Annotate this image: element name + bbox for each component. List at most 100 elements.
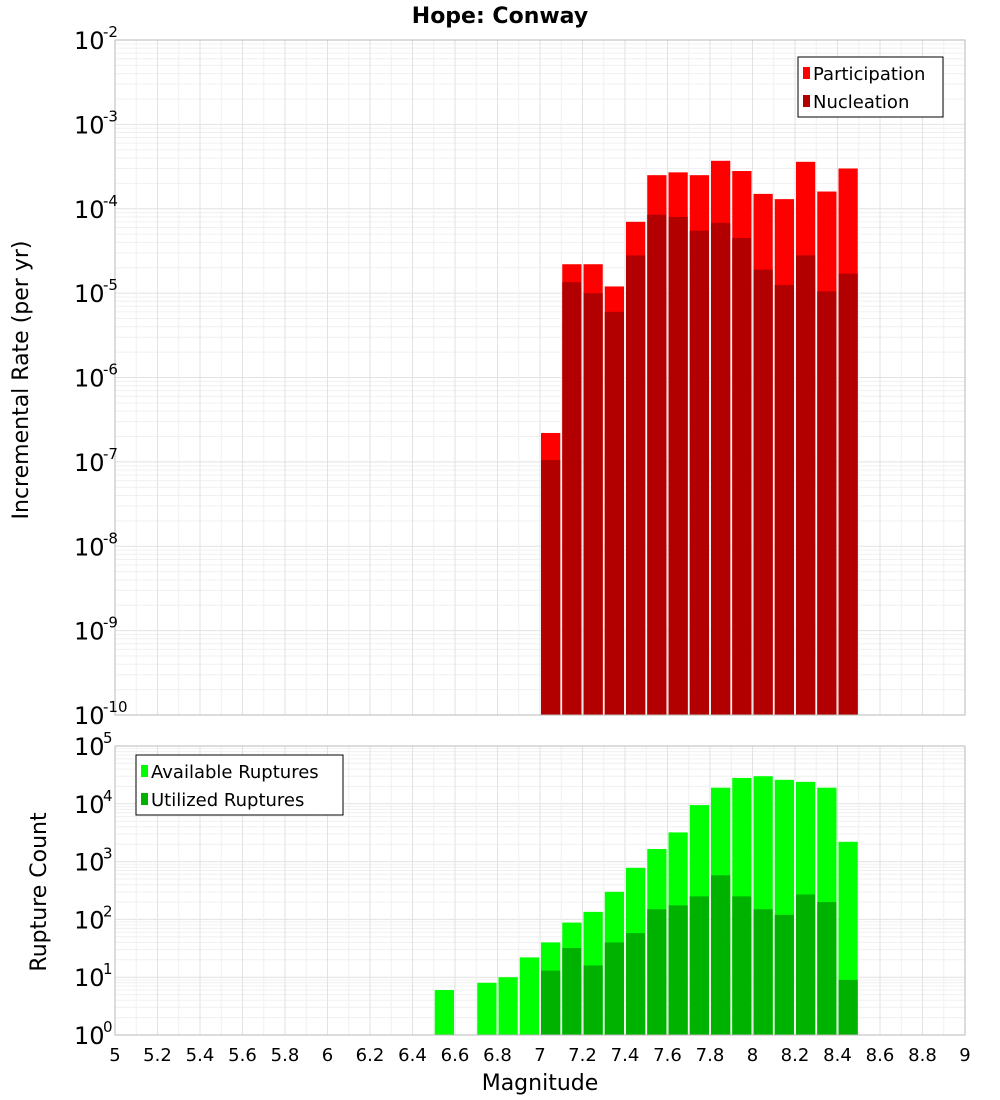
top-bar-nucleation: [711, 222, 731, 715]
top-y-tick-label: 10: [74, 280, 105, 308]
top-legend-swatch: [803, 67, 810, 79]
bottom-bar-utilized-ruptures: [838, 979, 858, 1035]
bottom-bar-utilized-ruptures: [689, 896, 709, 1035]
x-tick-label: 8: [747, 1045, 758, 1066]
x-tick-label: 8.6: [866, 1045, 895, 1066]
top-y-tick-label: 10: [74, 27, 105, 55]
bottom-bar-available-ruptures: [477, 982, 497, 1035]
x-tick-label: 8.4: [823, 1045, 852, 1066]
bottom-bar-utilized-ruptures: [583, 965, 603, 1035]
top-plot-frame: [114, 39, 966, 716]
top-y-tick-exponent: -5: [103, 276, 118, 294]
bottom-bar-available-ruptures: [434, 990, 454, 1035]
top-y-tick-exponent: -7: [103, 445, 118, 463]
bottom-y-tick-label: 10: [74, 906, 105, 934]
top-bar-nucleation: [583, 293, 603, 715]
top-y-tick-exponent: -4: [103, 192, 118, 210]
chart-title: Hope: Conway: [412, 4, 588, 29]
x-tick-label: 6: [322, 1045, 333, 1066]
top-y-tick-label: 10: [74, 702, 105, 730]
bottom-bar-available-ruptures: [519, 957, 539, 1035]
bottom-bar-utilized-ruptures: [647, 909, 667, 1035]
bottom-legend-label: Utilized Ruptures: [151, 790, 304, 811]
x-tick-label: 9: [959, 1045, 970, 1066]
x-axis-label: Magnitude: [482, 1071, 599, 1096]
bottom-bar-utilized-ruptures: [562, 948, 582, 1035]
x-tick-label: 6.8: [483, 1045, 512, 1066]
x-tick-label: 7: [534, 1045, 545, 1066]
bottom-legend-swatch: [141, 793, 148, 805]
bottom-y-axis-label: Rupture Count: [27, 812, 52, 972]
top-legend-label: Participation: [813, 64, 925, 85]
top-y-tick-exponent: -6: [103, 361, 118, 379]
bottom-legend: Available Ruptures Utilized Ruptures: [135, 754, 344, 816]
bottom-y-tick-label: 10: [74, 964, 105, 992]
top-y-tick-exponent: -10: [103, 698, 128, 716]
top-bar-nucleation: [647, 214, 667, 716]
bottom-y-tick-exponent: 4: [103, 787, 113, 805]
top-plot-area: 10-1010-910-810-710-610-510-410-310-2Par…: [74, 23, 966, 730]
bottom-bar-utilized-ruptures: [604, 942, 624, 1035]
top-y-tick-label: 10: [74, 111, 105, 139]
x-tick-label: 5: [109, 1045, 120, 1066]
top-legend-label: Nucleation: [813, 92, 909, 113]
top-y-tick-label: 10: [74, 533, 105, 561]
top-bar-nucleation: [562, 282, 582, 715]
top-y-tick-exponent: -2: [103, 23, 118, 41]
x-tick-label: 8.2: [781, 1045, 810, 1066]
x-tick-label: 5.8: [271, 1045, 300, 1066]
top-y-tick-label: 10: [74, 196, 105, 224]
x-tick-label: 6.6: [441, 1045, 470, 1066]
x-tick-label: 5.4: [186, 1045, 215, 1066]
top-y-axis-label: Incremental Rate (per yr): [9, 241, 34, 520]
bottom-y-tick-label: 10: [74, 791, 105, 819]
bottom-legend-label: Available Ruptures: [151, 762, 319, 783]
top-bar-nucleation: [732, 238, 752, 715]
bottom-bar-utilized-ruptures: [753, 909, 773, 1035]
bottom-plot-frame: [114, 745, 966, 1036]
bottom-y-tick-exponent: 2: [103, 902, 113, 920]
x-tick-label: 8.8: [908, 1045, 937, 1066]
top-bar-nucleation: [626, 255, 646, 715]
bottom-y-tick-exponent: 0: [103, 1018, 113, 1036]
bottom-bar-utilized-ruptures: [774, 914, 794, 1035]
top-legend-box: [797, 56, 944, 118]
bottom-y-tick-exponent: 3: [103, 845, 113, 863]
bottom-bar-utilized-ruptures: [541, 970, 561, 1035]
bottom-legend-box: [135, 754, 344, 816]
top-bar-nucleation: [753, 269, 773, 715]
x-tick-label: 6.2: [356, 1045, 385, 1066]
x-tick-label: 7.6: [653, 1045, 682, 1066]
bottom-y-tick-label: 10: [74, 849, 105, 877]
bottom-y-tick-label: 10: [74, 1022, 105, 1050]
bottom-y-tick-exponent: 5: [103, 729, 113, 747]
top-bar-nucleation: [774, 284, 794, 715]
bottom-y-tick-label: 10: [74, 733, 105, 761]
x-tick-label: 6.4: [398, 1045, 427, 1066]
x-tick-label: 7.2: [568, 1045, 597, 1066]
bottom-bar-utilized-ruptures: [796, 894, 816, 1035]
bottom-bar-utilized-ruptures: [732, 896, 752, 1035]
x-tick-label: 7.4: [611, 1045, 640, 1066]
top-y-tick-exponent: -3: [103, 107, 118, 125]
top-bar-nucleation: [838, 273, 858, 715]
x-tick-label: 5.6: [228, 1045, 257, 1066]
top-bar-nucleation: [668, 216, 688, 715]
bottom-bar-utilized-ruptures: [668, 905, 688, 1035]
top-bar-nucleation: [817, 291, 837, 715]
top-y-tick-label: 10: [74, 449, 105, 477]
top-y-tick-label: 10: [74, 618, 105, 646]
bottom-bar-utilized-ruptures: [711, 875, 731, 1035]
top-bar-nucleation: [541, 460, 561, 715]
bottom-bar-utilized-ruptures: [626, 933, 646, 1035]
x-tick-label: 5.2: [143, 1045, 172, 1066]
bottom-bar-available-ruptures: [498, 977, 518, 1035]
top-y-tick-exponent: -8: [103, 529, 118, 547]
top-legend-swatch: [803, 95, 810, 107]
top-y-tick-exponent: -9: [103, 614, 118, 632]
top-bar-nucleation: [689, 230, 709, 715]
x-tick-label: 7.8: [696, 1045, 725, 1066]
top-legend: Participation Nucleation: [797, 56, 944, 118]
